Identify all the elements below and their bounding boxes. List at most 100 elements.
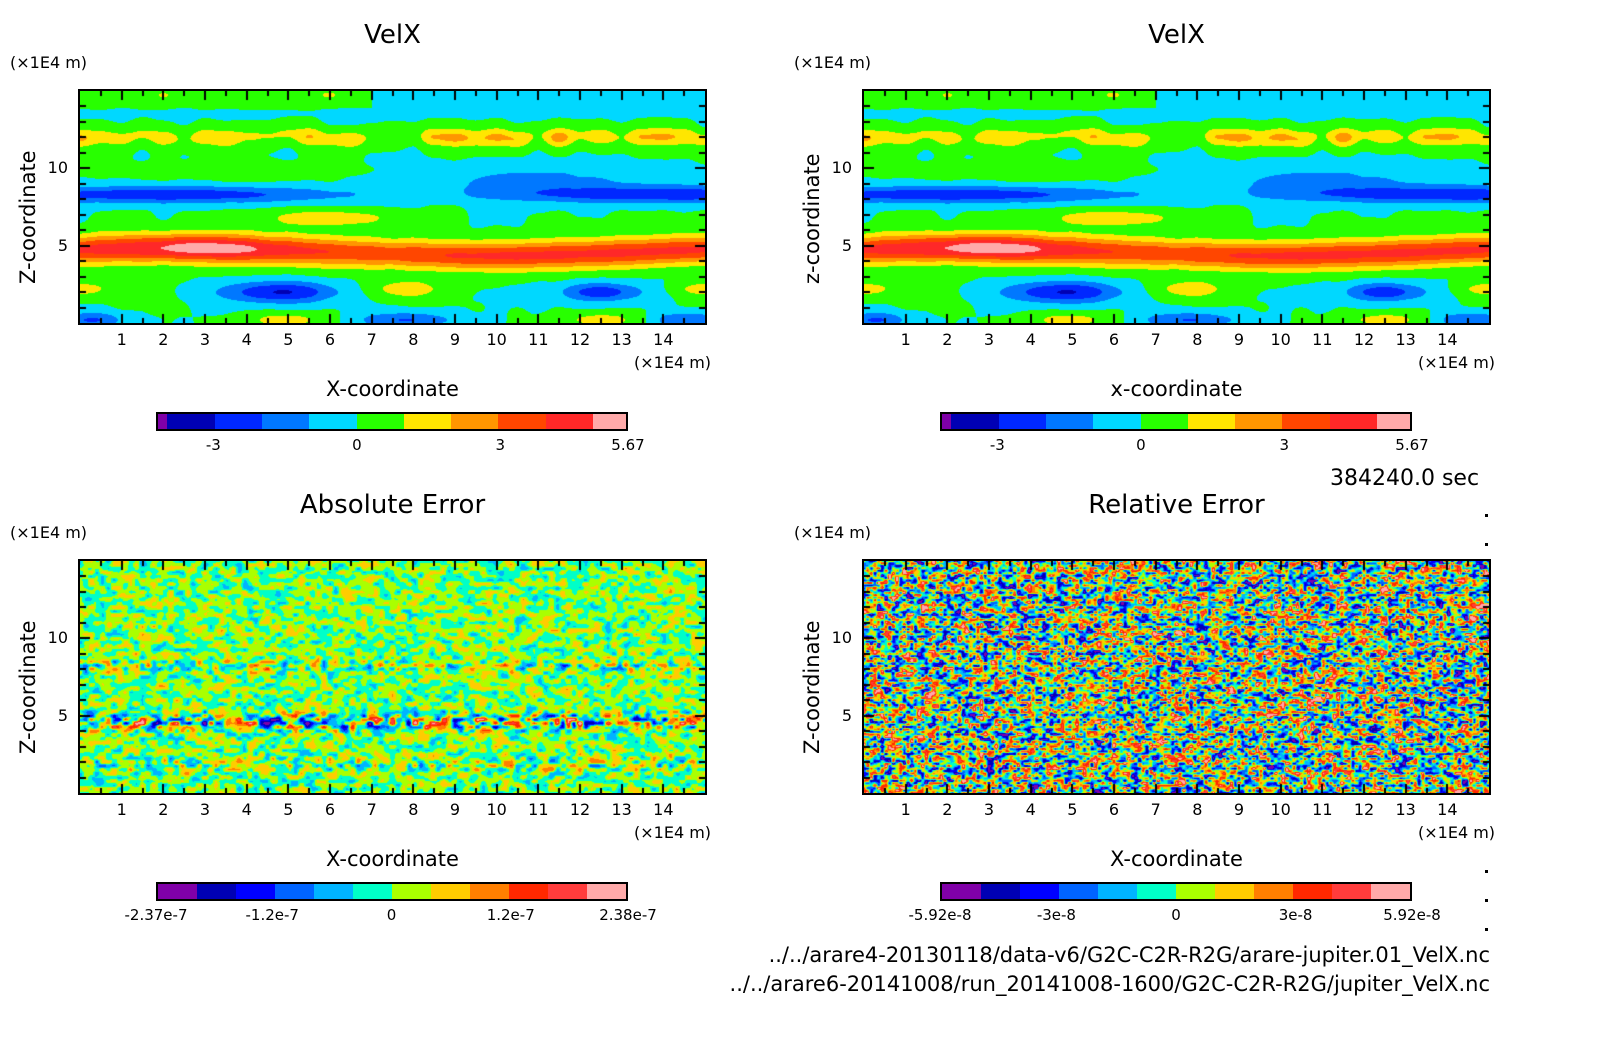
y-tick-label: 10: [831, 628, 852, 648]
colorbar-tick-label: -3: [205, 436, 221, 454]
contour-field: [864, 561, 1489, 793]
x-tick-label: 14: [653, 800, 674, 819]
colorbar: [156, 412, 628, 431]
colorbar-segment: [214, 414, 262, 429]
y-unit-label: (×1E4 m): [10, 53, 88, 72]
x-tick-label: 7: [366, 800, 377, 819]
colorbar-tick-label: 2.38e-7: [599, 906, 657, 924]
colorbar-segment: [586, 884, 626, 899]
colorbar-segment: [1214, 884, 1254, 899]
y-tick-label: 10: [47, 158, 68, 178]
colorbar-tick-label: -2.37e-7: [124, 906, 188, 924]
colorbar-tick-label: 3e-8: [1278, 906, 1313, 924]
contour-plot: [78, 559, 707, 795]
contour-field: [80, 91, 705, 323]
colorbar-segment: [1235, 414, 1283, 429]
colorbar-segment: [508, 884, 548, 899]
x-tick-label: 6: [324, 330, 336, 349]
colorbar-segment: [313, 884, 353, 899]
colorbar-segment: [1097, 884, 1137, 899]
y-tick-label: 10: [831, 158, 852, 178]
x-unit-label: (×1E4 m): [634, 823, 712, 842]
y-tick-label: 5: [57, 705, 68, 725]
x-tick-label: 13: [1395, 330, 1416, 349]
x-tick-label: 8: [1192, 800, 1203, 819]
colorbar-segment: [1175, 884, 1215, 899]
y-tick-label: 5: [57, 235, 68, 255]
x-tick-label: 9: [449, 330, 461, 349]
colorbar-segment: [196, 884, 236, 899]
colorbar-segment: [167, 414, 215, 429]
colorbar-segment: [1292, 884, 1332, 899]
colorbar-segment: [469, 884, 509, 899]
x-tick-label: 3: [199, 800, 211, 819]
colorbar-segment: [942, 414, 952, 429]
colorbar-segment: [274, 884, 314, 899]
x-tick-label: 4: [1025, 800, 1036, 819]
colorbar-tick-label: 0: [1171, 906, 1181, 924]
y-tick-label: 10: [47, 628, 68, 648]
colorbar-tick-label: 0: [386, 906, 397, 924]
colorbar-segment: [1370, 884, 1410, 899]
panel-title: VelX: [1148, 20, 1205, 50]
colorbar-segment: [980, 884, 1020, 899]
colorbar-segment: [158, 884, 197, 899]
marker-dot: [1485, 899, 1488, 902]
x-tick-label: 6: [1108, 330, 1120, 349]
x-tick-label: 10: [486, 800, 507, 819]
colorbar-segment: [545, 414, 593, 429]
x-tick-label: 5: [1067, 800, 1078, 819]
colorbar-segment: [1093, 414, 1141, 429]
x-axis-label: X-coordinate: [1110, 847, 1243, 871]
x-tick-label: 10: [1270, 800, 1291, 819]
contour-field: [864, 91, 1489, 323]
colorbar-segment: [592, 414, 626, 429]
x-tick-label: 12: [569, 800, 591, 819]
colorbar-segment: [1045, 414, 1094, 429]
x-tick-label: 1: [900, 330, 911, 349]
colorbar-segment: [547, 884, 587, 899]
y-tick-label: 5: [841, 235, 852, 255]
time-label: 384240.0 sec: [1330, 466, 1480, 491]
colorbar-segment: [1253, 884, 1293, 899]
x-tick-label: 5: [283, 330, 294, 349]
colorbar-segment: [235, 884, 275, 899]
colorbar-segment: [951, 414, 999, 429]
colorbar-tick-label: 5.92e-8: [1383, 906, 1441, 924]
x-tick-label: 6: [324, 800, 336, 819]
colorbar-tick-label: -1.2e-7: [245, 906, 299, 924]
x-tick-label: 11: [528, 800, 549, 819]
colorbar-tick-label: 3: [495, 436, 506, 454]
file-path-1: ../../arare4-20130118/data-v6/G2C-C2R-R2…: [768, 943, 1490, 967]
x-tick-label: 14: [1437, 800, 1458, 819]
x-tick-label: 9: [449, 800, 461, 819]
colorbar-segment: [430, 884, 470, 899]
colorbar-tick-label: -3: [989, 436, 1005, 454]
colorbar: [156, 882, 628, 901]
colorbar-tick-label: 1.2e-7: [486, 906, 535, 924]
x-tick-label: 10: [486, 330, 507, 349]
x-tick-label: 8: [1192, 330, 1203, 349]
colorbar-segment: [261, 414, 310, 429]
x-axis-label: x-coordinate: [1110, 377, 1243, 401]
colorbar-segment: [1331, 884, 1371, 899]
x-tick-label: 10: [1270, 330, 1291, 349]
colorbar-segment: [352, 884, 392, 899]
colorbar-segment: [1329, 414, 1377, 429]
colorbar-segment: [1376, 414, 1410, 429]
colorbar-tick-label: 0: [1136, 436, 1146, 454]
x-tick-label: 3: [983, 800, 995, 819]
contour-plot: [862, 89, 1491, 325]
x-tick-label: 2: [158, 800, 169, 819]
colorbar-tick-label: -5.92e-8: [908, 906, 972, 924]
x-tick-label: 14: [653, 330, 674, 349]
colorbar: [940, 412, 1412, 431]
file-path-2: ../../arare6-20141008/run_20141008-1600/…: [729, 972, 1490, 996]
x-tick-label: 1: [116, 330, 127, 349]
x-tick-label: 5: [283, 800, 294, 819]
colorbar-segment: [942, 884, 981, 899]
panel-title: Absolute Error: [299, 490, 486, 520]
x-tick-label: 6: [1108, 800, 1120, 819]
x-tick-label: 7: [1150, 800, 1161, 819]
x-tick-label: 8: [408, 330, 419, 349]
